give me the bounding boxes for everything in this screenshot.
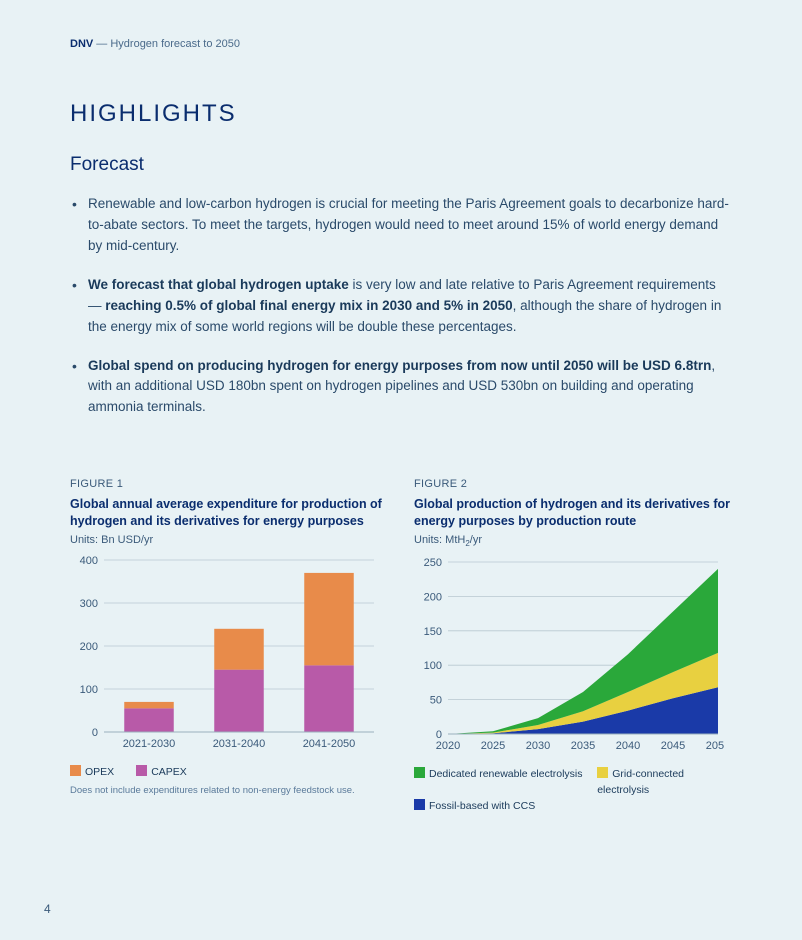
figure-1: FIGURE 1 Global annual average expenditu… <box>70 478 388 814</box>
bullet-list: Renewable and low-carbon hydrogen is cru… <box>70 194 732 418</box>
svg-text:150: 150 <box>424 626 442 638</box>
svg-text:2021-2030: 2021-2030 <box>123 738 176 750</box>
svg-text:50: 50 <box>430 695 442 707</box>
svg-text:250: 250 <box>424 557 442 569</box>
figure-2-title: Global production of hydrogen and its de… <box>414 496 732 530</box>
figure-1-title: Global annual average expenditure for pr… <box>70 496 388 530</box>
svg-text:200: 200 <box>424 592 442 604</box>
brand-name: DNV <box>70 38 93 50</box>
svg-text:200: 200 <box>80 641 98 653</box>
figure-2-units: Units: MtH2/yr <box>414 534 732 548</box>
svg-text:2035: 2035 <box>571 740 595 752</box>
figure-2-label: FIGURE 2 <box>414 478 732 490</box>
figure-2: FIGURE 2 Global production of hydrogen a… <box>414 478 732 814</box>
header-tagline: — Hydrogen forecast to 2050 <box>93 38 240 50</box>
svg-text:2031-2040: 2031-2040 <box>213 738 266 750</box>
bullet-item: We forecast that global hydrogen uptake … <box>70 275 732 338</box>
figure-1-legend: OPEXCAPEX <box>70 765 388 781</box>
svg-text:100: 100 <box>424 660 442 672</box>
svg-text:2040: 2040 <box>616 740 640 752</box>
svg-text:100: 100 <box>80 684 98 696</box>
figure-1-label: FIGURE 1 <box>70 478 388 490</box>
svg-text:2030: 2030 <box>526 740 550 752</box>
page-title: HIGHLIGHTS <box>70 100 732 128</box>
bullet-item: Renewable and low-carbon hydrogen is cru… <box>70 194 732 257</box>
svg-text:2045: 2045 <box>661 740 685 752</box>
svg-text:2020: 2020 <box>436 740 460 752</box>
page-number: 4 <box>44 902 51 916</box>
page-header: DNV — Hydrogen forecast to 2050 <box>70 38 732 50</box>
svg-text:2041-2050: 2041-2050 <box>303 738 356 750</box>
figure-1-chart: 0 100 200 300 400 2021-2030 2031-2040 2041-2050 <box>70 554 388 759</box>
svg-text:0: 0 <box>92 727 98 739</box>
bullet-item: Global spend on producing hydrogen for e… <box>70 356 732 419</box>
section-heading: Forecast <box>70 154 732 176</box>
svg-text:300: 300 <box>80 598 98 610</box>
figure-1-units: Units: Bn USD/yr <box>70 534 388 546</box>
svg-text:2025: 2025 <box>481 740 505 752</box>
svg-text:400: 400 <box>80 555 98 567</box>
figure-1-footnote: Does not include expenditures related to… <box>70 785 388 796</box>
figure-2-legend: Dedicated renewable electrolysisGrid-con… <box>414 767 732 814</box>
figure-2-chart: 0501001502002502020202520302035204020452… <box>414 556 732 761</box>
svg-text:2050: 2050 <box>706 740 724 752</box>
